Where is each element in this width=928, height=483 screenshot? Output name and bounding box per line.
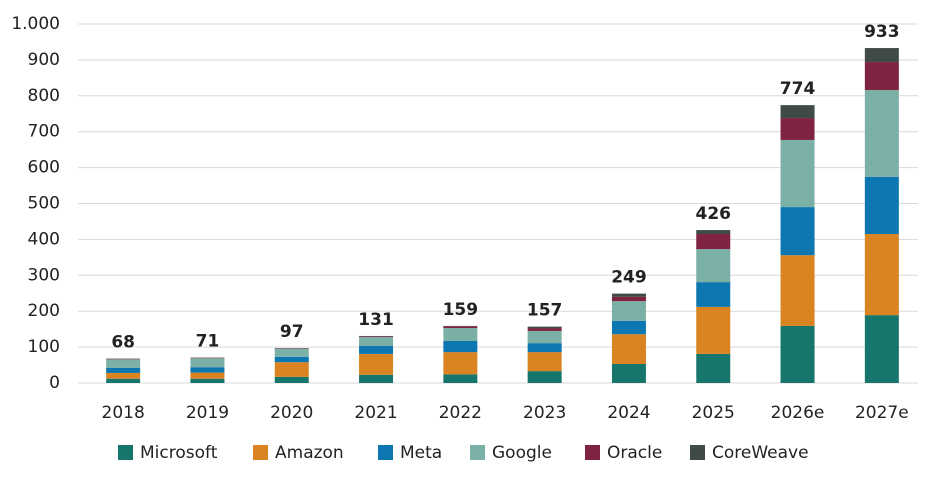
- bar-segment: [780, 105, 815, 119]
- x-tick-label: 2021: [354, 403, 397, 423]
- bar-segment: [611, 301, 646, 321]
- legend-swatch: [253, 445, 268, 460]
- bar-segment: [864, 48, 899, 63]
- legend-label: Meta: [400, 443, 442, 463]
- total-label: 933: [864, 22, 900, 42]
- legend-swatch: [118, 445, 133, 460]
- y-tick-label: 700: [28, 122, 60, 142]
- total-label: 157: [527, 301, 563, 321]
- legend-label: CoreWeave: [712, 443, 809, 463]
- bar-segment: [359, 346, 394, 354]
- bar-segment: [527, 371, 562, 383]
- legend-label: Amazon: [275, 443, 344, 463]
- bar-segment: [864, 90, 899, 177]
- bar-segment: [443, 374, 478, 383]
- x-tick-label: 2025: [692, 403, 735, 423]
- bar-segment: [359, 374, 394, 383]
- y-tick-label: 1.000: [11, 14, 60, 34]
- legend-swatch: [470, 445, 485, 460]
- bar-segment: [611, 296, 646, 302]
- bar-segment: [864, 62, 899, 91]
- bar-segment: [611, 293, 646, 297]
- bar-segment: [443, 352, 478, 375]
- bar-segment: [527, 343, 562, 353]
- legend-label: Microsoft: [140, 443, 218, 463]
- legend-label: Google: [492, 443, 552, 463]
- total-label: 68: [111, 333, 135, 353]
- bar-segment: [443, 340, 478, 353]
- bar-segment: [527, 352, 562, 372]
- bar-segment: [274, 356, 309, 363]
- legend-label: Oracle: [607, 443, 662, 463]
- bar-segment: [190, 367, 225, 373]
- total-label: 426: [696, 204, 732, 224]
- y-tick-label: 0: [49, 373, 60, 393]
- bar-segment: [780, 255, 815, 326]
- bar-segment: [274, 362, 309, 377]
- bar-segment: [780, 207, 815, 256]
- bar-segment: [696, 230, 731, 235]
- x-tick-label: 2024: [607, 403, 650, 423]
- bar-segment: [443, 326, 478, 329]
- bar-segment: [106, 372, 141, 379]
- x-tick-label: 2020: [270, 403, 313, 423]
- bar-segment: [106, 378, 141, 383]
- total-label: 97: [280, 322, 304, 342]
- bar-segment: [443, 328, 478, 341]
- bar-segment: [190, 378, 225, 383]
- total-label: 249: [611, 268, 647, 288]
- bar-segment: [611, 334, 646, 364]
- total-label: 131: [358, 310, 394, 330]
- legend-swatch: [378, 445, 393, 460]
- bar-segment: [864, 176, 899, 235]
- bar-segment: [274, 348, 309, 357]
- y-tick-label: 200: [28, 301, 60, 321]
- y-tick-label: 800: [28, 86, 60, 106]
- y-tick-label: 300: [28, 265, 60, 285]
- bar-segment: [780, 325, 815, 383]
- y-tick-label: 600: [28, 158, 60, 178]
- bar-segment: [359, 336, 394, 338]
- bar-segment: [190, 358, 225, 368]
- bar-segment: [527, 328, 562, 331]
- total-label: 71: [196, 332, 220, 352]
- bar-segment: [696, 249, 731, 283]
- bar-segment: [780, 139, 815, 208]
- y-tick-label: 100: [28, 337, 60, 357]
- y-tick-label: 900: [28, 50, 60, 70]
- total-label: 774: [780, 79, 816, 99]
- x-tick-label: 2022: [439, 403, 482, 423]
- bar-segment: [190, 372, 225, 379]
- bar-segment: [696, 353, 731, 383]
- bar-segment: [359, 353, 394, 375]
- y-tick-label: 400: [28, 229, 60, 249]
- y-tick-label: 500: [28, 194, 60, 214]
- x-tick-label: 2027e: [855, 403, 909, 423]
- bar-segment: [106, 359, 141, 368]
- x-tick-label: 2026e: [771, 403, 825, 423]
- total-label: 159: [443, 300, 479, 320]
- bar-segment: [611, 363, 646, 383]
- legend-swatch: [585, 445, 600, 460]
- bar-segment: [696, 234, 731, 250]
- x-tick-label: 2023: [523, 403, 566, 423]
- bar-segment: [611, 320, 646, 335]
- bar-segment: [527, 326, 562, 329]
- x-tick-label: 2019: [186, 403, 229, 423]
- bar-segment: [527, 330, 562, 344]
- x-tick-label: 2018: [102, 403, 145, 423]
- bar-segment: [274, 376, 309, 383]
- bar-segment: [359, 337, 394, 347]
- bar-segment: [696, 282, 731, 307]
- legend-swatch: [690, 445, 705, 460]
- bar-segment: [780, 118, 815, 140]
- bar-segment: [864, 234, 899, 316]
- bar-segment: [864, 315, 899, 383]
- bar-segment: [106, 367, 141, 373]
- bar-segment: [696, 306, 731, 354]
